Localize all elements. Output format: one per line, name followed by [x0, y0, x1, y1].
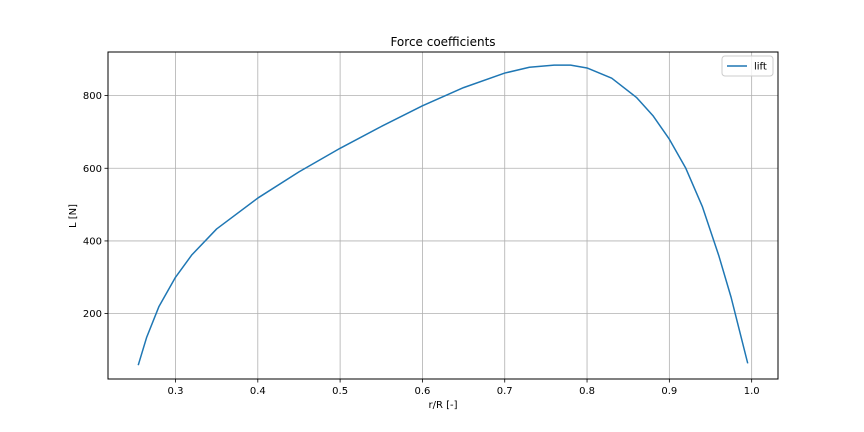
x-tick-label: 0.5	[332, 386, 348, 397]
series-layer	[137, 64, 749, 366]
y-axis-label: L [N]	[68, 204, 79, 228]
chart-title: Force coefficients	[390, 35, 495, 49]
x-tick-label: 0.7	[497, 386, 513, 397]
legend-box	[721, 55, 774, 77]
x-axis-label: r/R [-]	[428, 400, 457, 411]
legend: lift	[721, 55, 774, 77]
x-tick-label: 1.0	[744, 386, 760, 397]
y-axis-ticks: 200 400 600 800	[83, 91, 108, 320]
series-line-lift	[137, 64, 749, 366]
y-tick-label: 800	[83, 91, 102, 102]
plot-frame	[107, 51, 779, 380]
x-tick-label: 0.8	[579, 386, 595, 397]
y-tick-label: 600	[83, 164, 102, 175]
x-tick-label: 0.3	[168, 386, 184, 397]
legend-label-lift: lift	[754, 62, 767, 73]
grid-lines	[108, 52, 778, 379]
x-tick-label: 0.6	[414, 386, 430, 397]
y-tick-label: 400	[83, 236, 102, 247]
x-axis-ticks: 0.3 0.4 0.5 0.6 0.7 0.8 0.9 1.0	[168, 379, 760, 397]
y-tick-label: 200	[83, 309, 102, 320]
x-tick-label: 0.4	[250, 386, 266, 397]
x-tick-label: 0.9	[661, 386, 677, 397]
